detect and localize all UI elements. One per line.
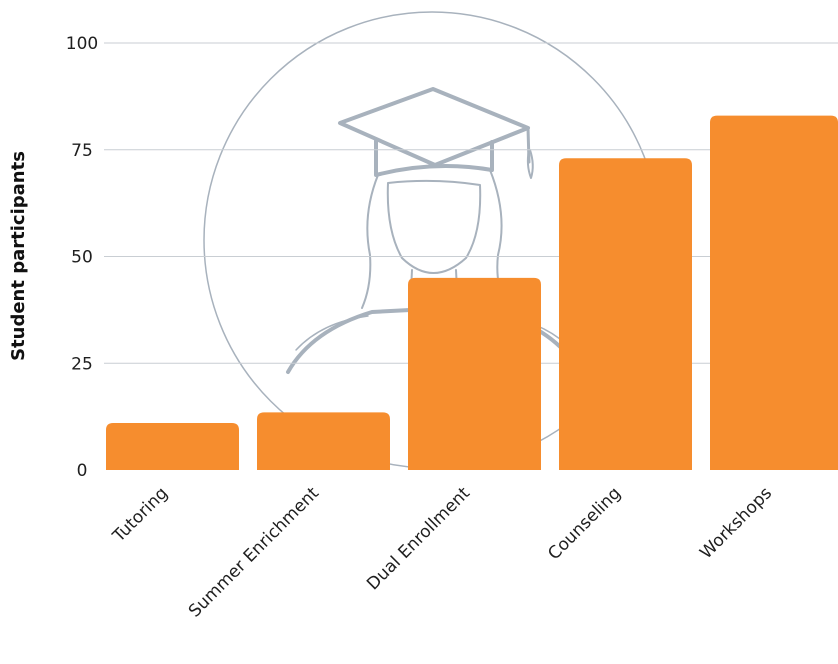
x-tick-label: Counseling xyxy=(544,483,625,564)
bar-counseling xyxy=(559,158,692,471)
y-tick-label: 0 xyxy=(77,461,88,481)
x-tick-label: Workshops xyxy=(696,483,776,563)
y-tick-label: 75 xyxy=(71,141,93,161)
x-tick-label: Dual Enrollment xyxy=(363,483,474,594)
bar-summer-enrichment xyxy=(257,412,390,470)
bar-tutoring xyxy=(106,423,239,470)
x-tick-label: Summer Enrichment xyxy=(185,483,323,621)
y-axis-title: Student participants xyxy=(8,151,29,361)
x-tick-label: Tutoring xyxy=(108,483,172,547)
y-tick-label: 50 xyxy=(71,248,93,268)
bar-dual-enrollment xyxy=(408,277,541,470)
y-tick-label: 100 xyxy=(66,34,98,54)
bar-workshops xyxy=(710,115,838,470)
y-tick-label: 25 xyxy=(71,354,93,374)
